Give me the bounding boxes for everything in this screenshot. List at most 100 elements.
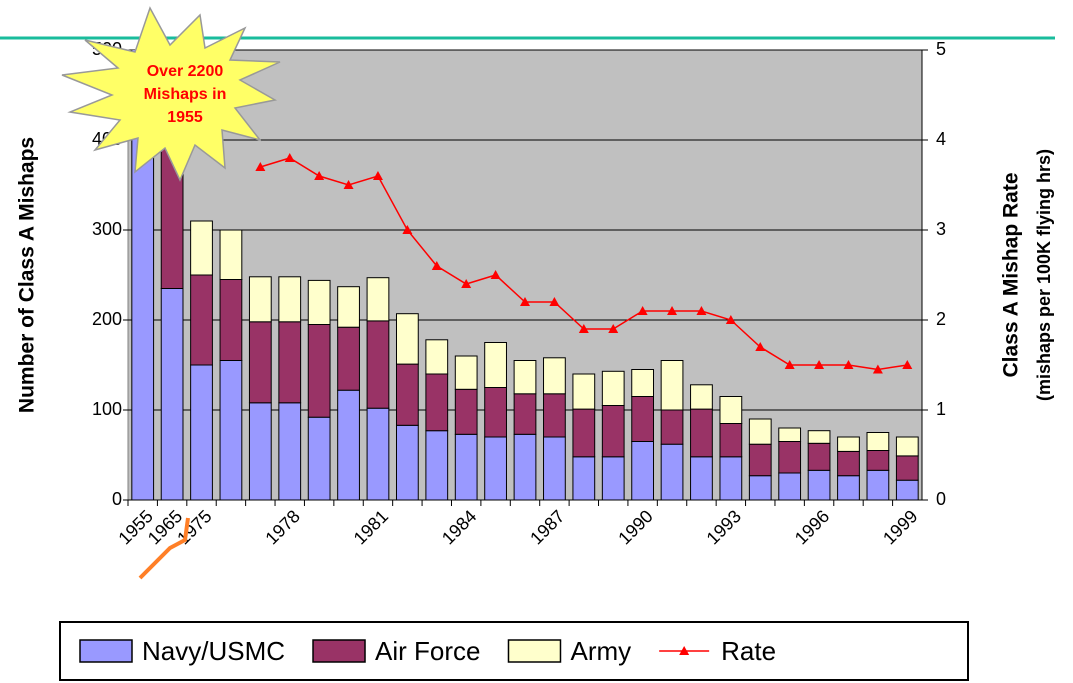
y2-tick-label: 0 bbox=[936, 489, 946, 509]
bar-segment bbox=[808, 470, 830, 500]
legend-label: Army bbox=[570, 636, 631, 666]
x-tick-label: 1993 bbox=[703, 506, 745, 548]
bar-segment bbox=[749, 444, 771, 476]
bar-segment bbox=[632, 442, 654, 501]
bar-segment bbox=[602, 406, 624, 457]
bar-segment bbox=[485, 437, 507, 500]
bar-segment bbox=[779, 428, 801, 442]
bar-segment bbox=[573, 374, 595, 409]
y2-tick-label: 3 bbox=[936, 219, 946, 239]
bar-segment bbox=[544, 358, 566, 394]
x-tick-label: 1981 bbox=[350, 506, 392, 548]
bar-segment bbox=[191, 365, 213, 500]
bar-segment bbox=[779, 473, 801, 500]
bar-segment bbox=[426, 340, 448, 374]
bar-segment bbox=[367, 408, 389, 500]
bar-segment bbox=[661, 361, 683, 411]
y2-tick-label: 1 bbox=[936, 399, 946, 419]
bar-segment bbox=[867, 470, 889, 500]
bar-segment bbox=[749, 476, 771, 500]
bar-segment bbox=[426, 374, 448, 431]
bar-segment bbox=[220, 230, 242, 280]
bar-segment bbox=[455, 389, 477, 434]
x-tick-label: 1984 bbox=[438, 506, 480, 548]
bar-segment bbox=[720, 424, 742, 457]
bar-segment bbox=[514, 361, 536, 394]
bar-segment bbox=[279, 322, 301, 403]
y2-axis-subtitle: (mishaps per 100K flying hrs) bbox=[1034, 149, 1054, 401]
chart: 0100200300400500012345195519651975197819… bbox=[0, 0, 1073, 683]
bar-segment bbox=[867, 433, 889, 451]
bar-segment bbox=[808, 443, 830, 470]
bar-segment bbox=[632, 397, 654, 442]
bar-segment bbox=[191, 221, 213, 275]
bar-segment bbox=[691, 385, 713, 409]
bar-segment bbox=[749, 419, 771, 444]
bar-segment bbox=[396, 425, 418, 500]
bar-segment bbox=[896, 456, 918, 480]
bar-segment bbox=[514, 394, 536, 435]
bar-segment bbox=[191, 275, 213, 365]
x-tick-label: 1987 bbox=[526, 506, 568, 548]
bar-segment bbox=[426, 431, 448, 500]
bar-segment bbox=[485, 343, 507, 388]
bar-segment bbox=[396, 314, 418, 364]
bar-segment bbox=[544, 437, 566, 500]
bar-segment bbox=[808, 431, 830, 444]
bar-segment bbox=[720, 397, 742, 424]
y2-axis-title: Class A Mishap Rate bbox=[1000, 172, 1023, 377]
bar-segment bbox=[367, 321, 389, 408]
bar-segment bbox=[661, 444, 683, 500]
bar-segment bbox=[455, 356, 477, 389]
legend-swatch bbox=[80, 640, 132, 662]
bar-segment bbox=[544, 394, 566, 437]
bar-segment bbox=[308, 325, 330, 418]
y-tick-label: 0 bbox=[112, 489, 122, 509]
annotation-line: Mishaps in bbox=[144, 86, 227, 103]
legend-label: Rate bbox=[721, 636, 776, 666]
bar-segment bbox=[249, 277, 271, 322]
bar-segment bbox=[338, 327, 360, 390]
bar-segment bbox=[661, 410, 683, 444]
bar-segment bbox=[867, 451, 889, 471]
bar-segment bbox=[779, 442, 801, 474]
y-tick-label: 200 bbox=[92, 309, 122, 329]
legend-swatch bbox=[508, 640, 560, 662]
bar-segment bbox=[838, 437, 860, 451]
bar-segment bbox=[367, 278, 389, 321]
bar-segment bbox=[691, 457, 713, 500]
bar-segment bbox=[720, 457, 742, 500]
bar-segment bbox=[279, 403, 301, 500]
bar-segment bbox=[338, 390, 360, 500]
x-tick-label: 1978 bbox=[261, 506, 303, 548]
bar-segment bbox=[838, 451, 860, 475]
bar-segment bbox=[485, 388, 507, 438]
bar-segment bbox=[691, 409, 713, 457]
y2-tick-label: 4 bbox=[936, 129, 946, 149]
bar-segment bbox=[308, 417, 330, 500]
x-tick-label: 1996 bbox=[791, 506, 833, 548]
bar-segment bbox=[220, 361, 242, 501]
bar-segment bbox=[249, 403, 271, 500]
bar-segment bbox=[514, 434, 536, 500]
legend-label: Navy/USMC bbox=[142, 636, 285, 666]
bar-segment bbox=[838, 476, 860, 500]
bar-segment bbox=[249, 322, 271, 403]
bar-segment bbox=[602, 457, 624, 500]
bar-segment bbox=[220, 280, 242, 361]
bar-segment bbox=[896, 437, 918, 456]
y-tick-label: 300 bbox=[92, 219, 122, 239]
annotation-line: Over 2200 bbox=[147, 63, 224, 80]
bar-segment bbox=[338, 287, 360, 328]
bar-segment bbox=[455, 434, 477, 500]
y2-tick-label: 5 bbox=[936, 39, 946, 59]
bar-segment bbox=[396, 364, 418, 425]
bar-segment bbox=[573, 409, 595, 457]
y-axis-title: Number of Class A Mishaps bbox=[16, 137, 39, 413]
legend-label: Air Force bbox=[375, 636, 480, 666]
legend-swatch bbox=[313, 640, 365, 662]
bar-segment bbox=[161, 289, 183, 501]
bar-segment bbox=[573, 457, 595, 500]
y2-tick-label: 2 bbox=[936, 309, 946, 329]
bar-segment bbox=[308, 280, 330, 324]
